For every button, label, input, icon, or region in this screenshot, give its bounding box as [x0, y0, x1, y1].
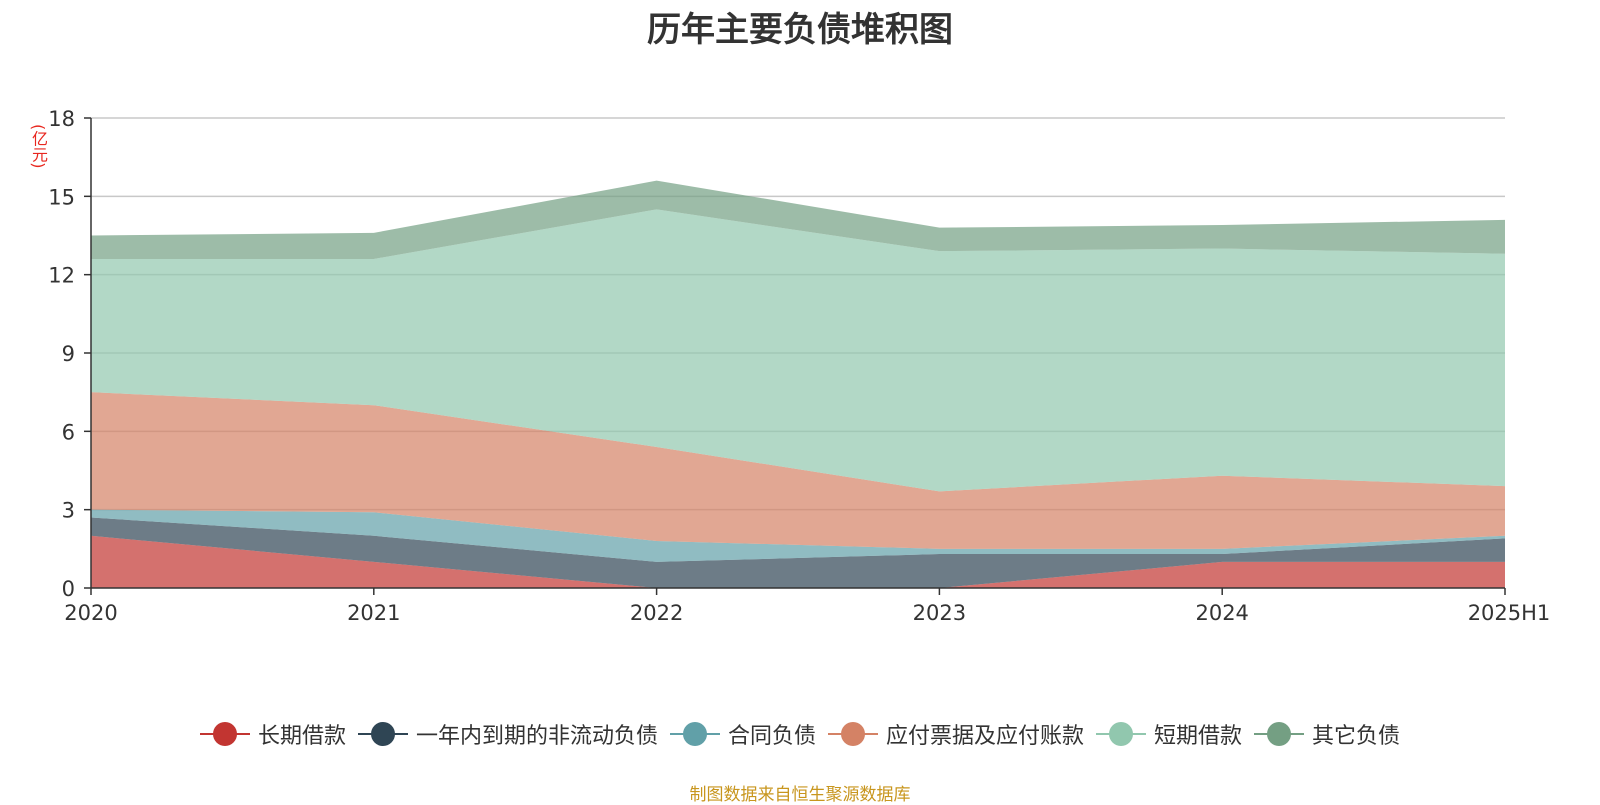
y-tick-label: 12 [48, 264, 75, 288]
legend-label: 合同负债 [727, 724, 816, 749]
y-tick-label: 6 [62, 420, 75, 444]
series-area-1 [91, 517, 1505, 588]
legend-label: 其它负债 [1312, 724, 1401, 749]
chart-title: 历年主要负债堆积图 [647, 10, 953, 50]
stacked-area-chart: 0 3 6 9 12 15 18 2020 2021 2022 2023 2024 2025H1 [48, 107, 1550, 625]
legend-item[interactable]: 合同负债 [669, 718, 816, 750]
y-axis-unit-label: (亿元) [29, 124, 48, 169]
legend-marker-icon [828, 721, 878, 747]
series-area-2 [91, 509, 1505, 562]
legend-label: 长期借款 [257, 724, 346, 749]
legend-item[interactable]: 长期借款 [199, 718, 346, 750]
y-tick-label: 9 [62, 342, 75, 366]
series-areas [91, 180, 1505, 588]
legend-marker-icon [669, 721, 720, 747]
legend-label: 短期借款 [1154, 724, 1243, 749]
x-tick-label: 2020 [64, 601, 117, 625]
y-tick-label: 0 [62, 577, 75, 601]
series-area-4 [91, 209, 1505, 492]
series-area-3 [91, 392, 1505, 549]
legend-marker-icon [1254, 721, 1305, 747]
y-tick-label: 18 [48, 107, 75, 131]
legend-item[interactable]: 其它负债 [1254, 718, 1400, 750]
legend-marker-icon [1096, 721, 1147, 747]
y-tick-label: 3 [62, 499, 75, 523]
legend-item[interactable]: 短期借款 [1096, 718, 1242, 750]
x-tick-label: 2023 [913, 601, 966, 625]
x-tick-label: 2025H1 [1468, 601, 1551, 625]
x-tick-label: 2022 [630, 601, 683, 625]
x-tick-label: 2024 [1195, 601, 1248, 625]
data-source-note: 制图数据来自恒生聚源数据库 [689, 785, 911, 805]
legend-label: 应付票据及应付账款 [886, 724, 1085, 749]
series-area-5 [91, 180, 1505, 259]
series-area-0 [91, 535, 1505, 588]
x-tick-label: 2021 [347, 601, 400, 625]
legend-item[interactable]: 应付票据及应付账款 [828, 718, 1084, 750]
legend-item[interactable]: 一年内到期的非流动负债 [357, 718, 658, 750]
y-tick-label: 15 [48, 185, 75, 209]
legend: 长期借款 一年内到期的非流动负债 合同负债 应付票据及应付账款 短期借款 其它负债 [0, 718, 1600, 750]
legend-label: 一年内到期的非流动负债 [415, 724, 658, 749]
axes: 0 3 6 9 12 15 18 2020 2021 2022 2023 2024 2025H1 [48, 107, 1550, 625]
legend-marker-icon [199, 721, 250, 747]
legend-marker-icon [357, 721, 408, 747]
